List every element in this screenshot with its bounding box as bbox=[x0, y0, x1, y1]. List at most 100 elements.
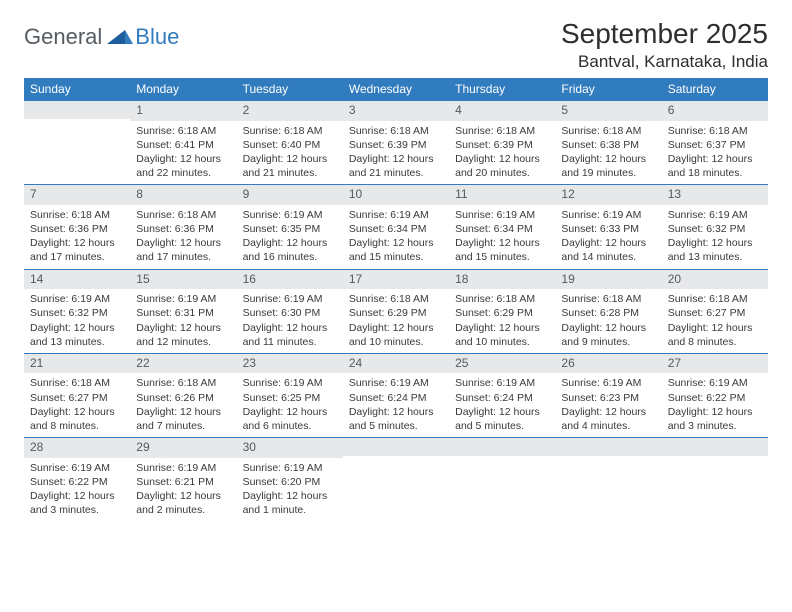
month-title: September 2025 bbox=[561, 18, 768, 50]
daylight-text: Daylight: 12 hours and 5 minutes. bbox=[455, 405, 549, 433]
sunset-text: Sunset: 6:28 PM bbox=[561, 306, 655, 320]
sunset-text: Sunset: 6:27 PM bbox=[668, 306, 762, 320]
sunrise-text: Sunrise: 6:19 AM bbox=[349, 376, 443, 390]
day-number-bar: 9 bbox=[237, 185, 343, 205]
day-number-bar: 6 bbox=[662, 101, 768, 121]
calendar-cell: 18Sunrise: 6:18 AMSunset: 6:29 PMDayligh… bbox=[449, 269, 555, 353]
day-body: Sunrise: 6:18 AMSunset: 6:41 PMDaylight:… bbox=[130, 121, 236, 185]
calendar-cell: 28Sunrise: 6:19 AMSunset: 6:22 PMDayligh… bbox=[24, 438, 130, 522]
sunrise-text: Sunrise: 6:19 AM bbox=[455, 376, 549, 390]
calendar-cell: 11Sunrise: 6:19 AMSunset: 6:34 PMDayligh… bbox=[449, 185, 555, 269]
sunset-text: Sunset: 6:36 PM bbox=[136, 222, 230, 236]
sunset-text: Sunset: 6:39 PM bbox=[455, 138, 549, 152]
day-number-bar: 13 bbox=[662, 185, 768, 205]
daylight-text: Daylight: 12 hours and 2 minutes. bbox=[136, 489, 230, 517]
day-number-bar: 8 bbox=[130, 185, 236, 205]
day-number-bar: 17 bbox=[343, 270, 449, 290]
calendar-cell: 12Sunrise: 6:19 AMSunset: 6:33 PMDayligh… bbox=[555, 185, 661, 269]
day-body: Sunrise: 6:19 AMSunset: 6:33 PMDaylight:… bbox=[555, 205, 661, 269]
calendar-cell: 5Sunrise: 6:18 AMSunset: 6:38 PMDaylight… bbox=[555, 101, 661, 185]
sunrise-text: Sunrise: 6:19 AM bbox=[136, 292, 230, 306]
daylight-text: Daylight: 12 hours and 10 minutes. bbox=[349, 321, 443, 349]
calendar-cell: 9Sunrise: 6:19 AMSunset: 6:35 PMDaylight… bbox=[237, 185, 343, 269]
weekday-header: Saturday bbox=[662, 78, 768, 101]
daylight-text: Daylight: 12 hours and 12 minutes. bbox=[136, 321, 230, 349]
sunset-text: Sunset: 6:32 PM bbox=[30, 306, 124, 320]
sunrise-text: Sunrise: 6:19 AM bbox=[349, 208, 443, 222]
sunrise-text: Sunrise: 6:18 AM bbox=[30, 376, 124, 390]
daylight-text: Daylight: 12 hours and 18 minutes. bbox=[668, 152, 762, 180]
calendar-cell bbox=[555, 438, 661, 522]
day-number-bar bbox=[662, 438, 768, 456]
day-body: Sunrise: 6:18 AMSunset: 6:29 PMDaylight:… bbox=[343, 289, 449, 353]
day-body: Sunrise: 6:19 AMSunset: 6:20 PMDaylight:… bbox=[237, 458, 343, 522]
day-number-bar bbox=[24, 101, 130, 119]
sunset-text: Sunset: 6:34 PM bbox=[349, 222, 443, 236]
sunrise-text: Sunrise: 6:18 AM bbox=[30, 208, 124, 222]
sunset-text: Sunset: 6:25 PM bbox=[243, 391, 337, 405]
sunrise-text: Sunrise: 6:19 AM bbox=[30, 292, 124, 306]
sunrise-text: Sunrise: 6:19 AM bbox=[668, 208, 762, 222]
calendar-cell: 6Sunrise: 6:18 AMSunset: 6:37 PMDaylight… bbox=[662, 101, 768, 185]
daylight-text: Daylight: 12 hours and 13 minutes. bbox=[30, 321, 124, 349]
brand-word-1: General bbox=[24, 24, 102, 50]
sunrise-text: Sunrise: 6:19 AM bbox=[668, 376, 762, 390]
calendar-week-row: 28Sunrise: 6:19 AMSunset: 6:22 PMDayligh… bbox=[24, 438, 768, 522]
calendar-week-row: 1Sunrise: 6:18 AMSunset: 6:41 PMDaylight… bbox=[24, 101, 768, 185]
calendar-cell: 21Sunrise: 6:18 AMSunset: 6:27 PMDayligh… bbox=[24, 353, 130, 437]
brand-word-2: Blue bbox=[135, 24, 179, 50]
day-number-bar: 18 bbox=[449, 270, 555, 290]
calendar-head: SundayMondayTuesdayWednesdayThursdayFrid… bbox=[24, 78, 768, 101]
sunrise-text: Sunrise: 6:18 AM bbox=[349, 124, 443, 138]
sunset-text: Sunset: 6:41 PM bbox=[136, 138, 230, 152]
calendar-cell bbox=[343, 438, 449, 522]
brand-mark-icon bbox=[107, 26, 133, 49]
day-number-bar: 3 bbox=[343, 101, 449, 121]
weekday-header: Monday bbox=[130, 78, 236, 101]
day-body: Sunrise: 6:18 AMSunset: 6:29 PMDaylight:… bbox=[449, 289, 555, 353]
daylight-text: Daylight: 12 hours and 21 minutes. bbox=[243, 152, 337, 180]
calendar-cell: 7Sunrise: 6:18 AMSunset: 6:36 PMDaylight… bbox=[24, 185, 130, 269]
sunrise-text: Sunrise: 6:18 AM bbox=[561, 124, 655, 138]
day-body: Sunrise: 6:19 AMSunset: 6:24 PMDaylight:… bbox=[343, 373, 449, 437]
weekday-header: Tuesday bbox=[237, 78, 343, 101]
calendar-cell: 23Sunrise: 6:19 AMSunset: 6:25 PMDayligh… bbox=[237, 353, 343, 437]
sunrise-text: Sunrise: 6:19 AM bbox=[243, 292, 337, 306]
location-label: Bantval, Karnataka, India bbox=[561, 52, 768, 72]
sunrise-text: Sunrise: 6:18 AM bbox=[136, 208, 230, 222]
day-number-bar: 16 bbox=[237, 270, 343, 290]
day-body: Sunrise: 6:19 AMSunset: 6:21 PMDaylight:… bbox=[130, 458, 236, 522]
daylight-text: Daylight: 12 hours and 3 minutes. bbox=[30, 489, 124, 517]
calendar-week-row: 7Sunrise: 6:18 AMSunset: 6:36 PMDaylight… bbox=[24, 185, 768, 269]
day-body: Sunrise: 6:19 AMSunset: 6:34 PMDaylight:… bbox=[343, 205, 449, 269]
day-number-bar: 29 bbox=[130, 438, 236, 458]
daylight-text: Daylight: 12 hours and 10 minutes. bbox=[455, 321, 549, 349]
day-body: Sunrise: 6:19 AMSunset: 6:24 PMDaylight:… bbox=[449, 373, 555, 437]
brand-logo: General Blue bbox=[24, 24, 179, 50]
calendar-page: General Blue September 2025 Bantval, Kar… bbox=[0, 0, 792, 539]
day-body: Sunrise: 6:19 AMSunset: 6:32 PMDaylight:… bbox=[24, 289, 130, 353]
sunrise-text: Sunrise: 6:19 AM bbox=[561, 208, 655, 222]
calendar-cell: 24Sunrise: 6:19 AMSunset: 6:24 PMDayligh… bbox=[343, 353, 449, 437]
day-number-bar: 25 bbox=[449, 354, 555, 374]
day-body: Sunrise: 6:19 AMSunset: 6:22 PMDaylight:… bbox=[662, 373, 768, 437]
day-number-bar: 1 bbox=[130, 101, 236, 121]
sunrise-text: Sunrise: 6:18 AM bbox=[455, 124, 549, 138]
calendar-cell: 25Sunrise: 6:19 AMSunset: 6:24 PMDayligh… bbox=[449, 353, 555, 437]
day-body: Sunrise: 6:18 AMSunset: 6:36 PMDaylight:… bbox=[130, 205, 236, 269]
weekday-header: Wednesday bbox=[343, 78, 449, 101]
sunset-text: Sunset: 6:34 PM bbox=[455, 222, 549, 236]
daylight-text: Daylight: 12 hours and 17 minutes. bbox=[136, 236, 230, 264]
daylight-text: Daylight: 12 hours and 17 minutes. bbox=[30, 236, 124, 264]
calendar-cell: 29Sunrise: 6:19 AMSunset: 6:21 PMDayligh… bbox=[130, 438, 236, 522]
sunset-text: Sunset: 6:38 PM bbox=[561, 138, 655, 152]
sunset-text: Sunset: 6:31 PM bbox=[136, 306, 230, 320]
daylight-text: Daylight: 12 hours and 8 minutes. bbox=[30, 405, 124, 433]
sunrise-text: Sunrise: 6:19 AM bbox=[243, 208, 337, 222]
sunrise-text: Sunrise: 6:18 AM bbox=[136, 124, 230, 138]
day-number-bar: 10 bbox=[343, 185, 449, 205]
calendar-cell: 13Sunrise: 6:19 AMSunset: 6:32 PMDayligh… bbox=[662, 185, 768, 269]
day-number-bar: 26 bbox=[555, 354, 661, 374]
day-body: Sunrise: 6:19 AMSunset: 6:34 PMDaylight:… bbox=[449, 205, 555, 269]
day-number-bar bbox=[343, 438, 449, 456]
